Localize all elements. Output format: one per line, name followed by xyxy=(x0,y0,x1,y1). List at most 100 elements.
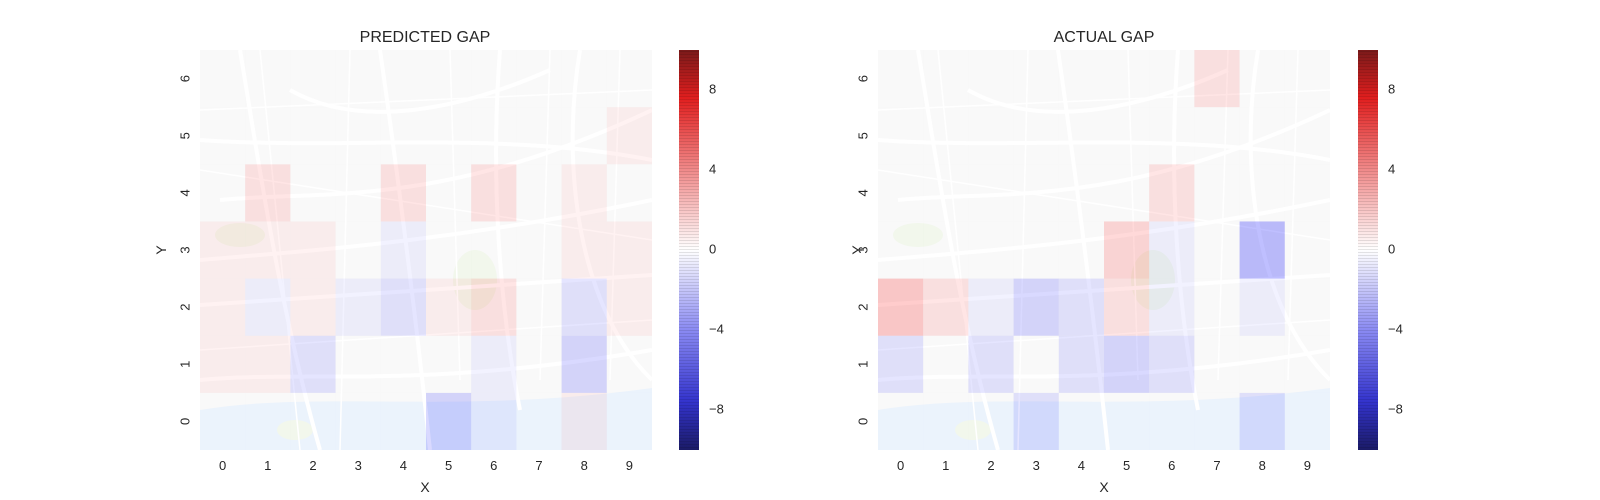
heatmap-cell xyxy=(200,335,246,393)
x-tick-labels: 0 1 2 3 4 5 6 7 8 9 xyxy=(897,458,1311,473)
heatmap-cell xyxy=(878,164,924,222)
heatmap-cell xyxy=(426,278,472,336)
colorbar-tick-label: −4 xyxy=(709,321,724,336)
heatmap-cell xyxy=(290,392,336,450)
heatmap-cell xyxy=(606,278,652,336)
heatmap-cell xyxy=(1104,278,1150,336)
heatmap-cell xyxy=(335,50,381,108)
heatmap-cell xyxy=(968,50,1014,108)
y-tick-label: 3 xyxy=(177,246,192,253)
colorbar-tick-label: 8 xyxy=(1388,81,1395,96)
heatmap-cell xyxy=(516,335,562,393)
heatmap-cell xyxy=(561,392,607,450)
heatmap-cells xyxy=(878,50,1330,450)
colorbar-tick-label: −8 xyxy=(1388,401,1403,416)
y-tick-labels: 0 1 2 3 4 5 6 xyxy=(177,75,192,425)
x-tick-label: 4 xyxy=(1078,458,1085,473)
heatmap-cell xyxy=(1239,335,1285,393)
y-tick-labels: 0 1 2 3 4 5 6 xyxy=(855,75,870,425)
heatmap-cell xyxy=(1284,50,1330,108)
heatmap-cell xyxy=(923,221,969,279)
x-tick-label: 6 xyxy=(1168,458,1175,473)
colorbar-tick-labels: −8 −4 0 4 8 xyxy=(1388,81,1403,416)
heatmap-cell xyxy=(968,335,1014,393)
x-tick-label: 9 xyxy=(626,458,633,473)
heatmap-cell xyxy=(290,221,336,279)
heatmap-cell xyxy=(1194,164,1240,222)
y-tick-label: 2 xyxy=(855,304,870,311)
chart-title: ACTUAL GAP xyxy=(1054,29,1155,46)
heatmap-cell xyxy=(606,50,652,108)
heatmap-cell xyxy=(1058,221,1104,279)
heatmap-cell xyxy=(516,392,562,450)
heatmap-cell xyxy=(380,278,426,336)
heatmap-cell xyxy=(923,335,969,393)
y-tick-label: 3 xyxy=(855,246,870,253)
heatmap-cell xyxy=(245,164,291,222)
colorbar-tick-label: 4 xyxy=(1388,161,1395,176)
heatmap-cell xyxy=(1013,164,1059,222)
heatmap-cell xyxy=(606,221,652,279)
x-tick-label: 1 xyxy=(264,458,271,473)
heatmap-cell xyxy=(561,278,607,336)
heatmap-cell xyxy=(1104,164,1150,222)
heatmap-cell xyxy=(426,392,472,450)
heatmap-cell xyxy=(380,335,426,393)
colorbar-stripes xyxy=(679,50,699,450)
heatmap-cell xyxy=(245,221,291,279)
heatmap-cell xyxy=(516,278,562,336)
heatmap-cell xyxy=(1104,50,1150,108)
heatmap-cell xyxy=(561,107,607,165)
heatmap-cell xyxy=(380,221,426,279)
heatmap-cell xyxy=(561,221,607,279)
heatmap-cell xyxy=(471,164,517,222)
heatmap-cell xyxy=(1058,50,1104,108)
heatmap-cell xyxy=(426,107,472,165)
colorbar: −8 −4 0 4 8 xyxy=(1358,50,1403,450)
y-tick-label: 0 xyxy=(177,418,192,425)
heatmap-cell xyxy=(516,221,562,279)
heatmap-cell xyxy=(878,107,924,165)
colorbar-stripes xyxy=(1358,50,1378,450)
heatmap-cell xyxy=(335,335,381,393)
x-tick-label: 0 xyxy=(219,458,226,473)
colorbar-tick-label: 0 xyxy=(1388,241,1395,256)
heatmap-cell xyxy=(245,50,291,108)
heatmap-cell xyxy=(471,392,517,450)
heatmap-cell xyxy=(1104,392,1150,450)
y-tick-label: 6 xyxy=(855,75,870,82)
heatmap-cell xyxy=(516,50,562,108)
heatmap-cell xyxy=(1104,335,1150,393)
heatmap-cell xyxy=(968,278,1014,336)
heatmap-cell xyxy=(290,107,336,165)
heatmap-cell xyxy=(968,107,1014,165)
heatmap-cells xyxy=(200,50,652,450)
y-tick-label: 1 xyxy=(855,361,870,368)
heatmap-cell xyxy=(878,221,924,279)
heatmap-cell xyxy=(1013,221,1059,279)
heatmap-cell xyxy=(923,50,969,108)
heatmap-cell xyxy=(1013,392,1059,450)
heatmap-cell xyxy=(290,50,336,108)
heatmap-cell xyxy=(1284,335,1330,393)
heatmap-cell xyxy=(471,278,517,336)
x-tick-label: 0 xyxy=(897,458,904,473)
colorbar-tick-label: −8 xyxy=(709,401,724,416)
heatmap-cell xyxy=(1194,107,1240,165)
heatmap-cell xyxy=(878,278,924,336)
heatmap-cell xyxy=(1058,164,1104,222)
heatmap-panel-actual: ACTUAL GAP 0 1 2 3 4 5 6 7 8 9 0 1 2 3 4 5 6 X Y −8 −4 0 4… xyxy=(849,29,1403,495)
colorbar-tick-label: 4 xyxy=(709,161,716,176)
heatmap-cell xyxy=(1013,107,1059,165)
heatmap-cell xyxy=(380,392,426,450)
x-tick-label: 7 xyxy=(535,458,542,473)
x-tick-labels: 0 1 2 3 4 5 6 7 8 9 xyxy=(219,458,633,473)
heatmap-cell xyxy=(968,221,1014,279)
heatmap-cell xyxy=(1149,335,1195,393)
heatmap-cell xyxy=(200,278,246,336)
y-tick-label: 2 xyxy=(177,304,192,311)
heatmap-cell xyxy=(290,164,336,222)
heatmap-cell xyxy=(606,107,652,165)
heatmap-cell xyxy=(1149,107,1195,165)
heatmap-cell xyxy=(1239,221,1285,279)
